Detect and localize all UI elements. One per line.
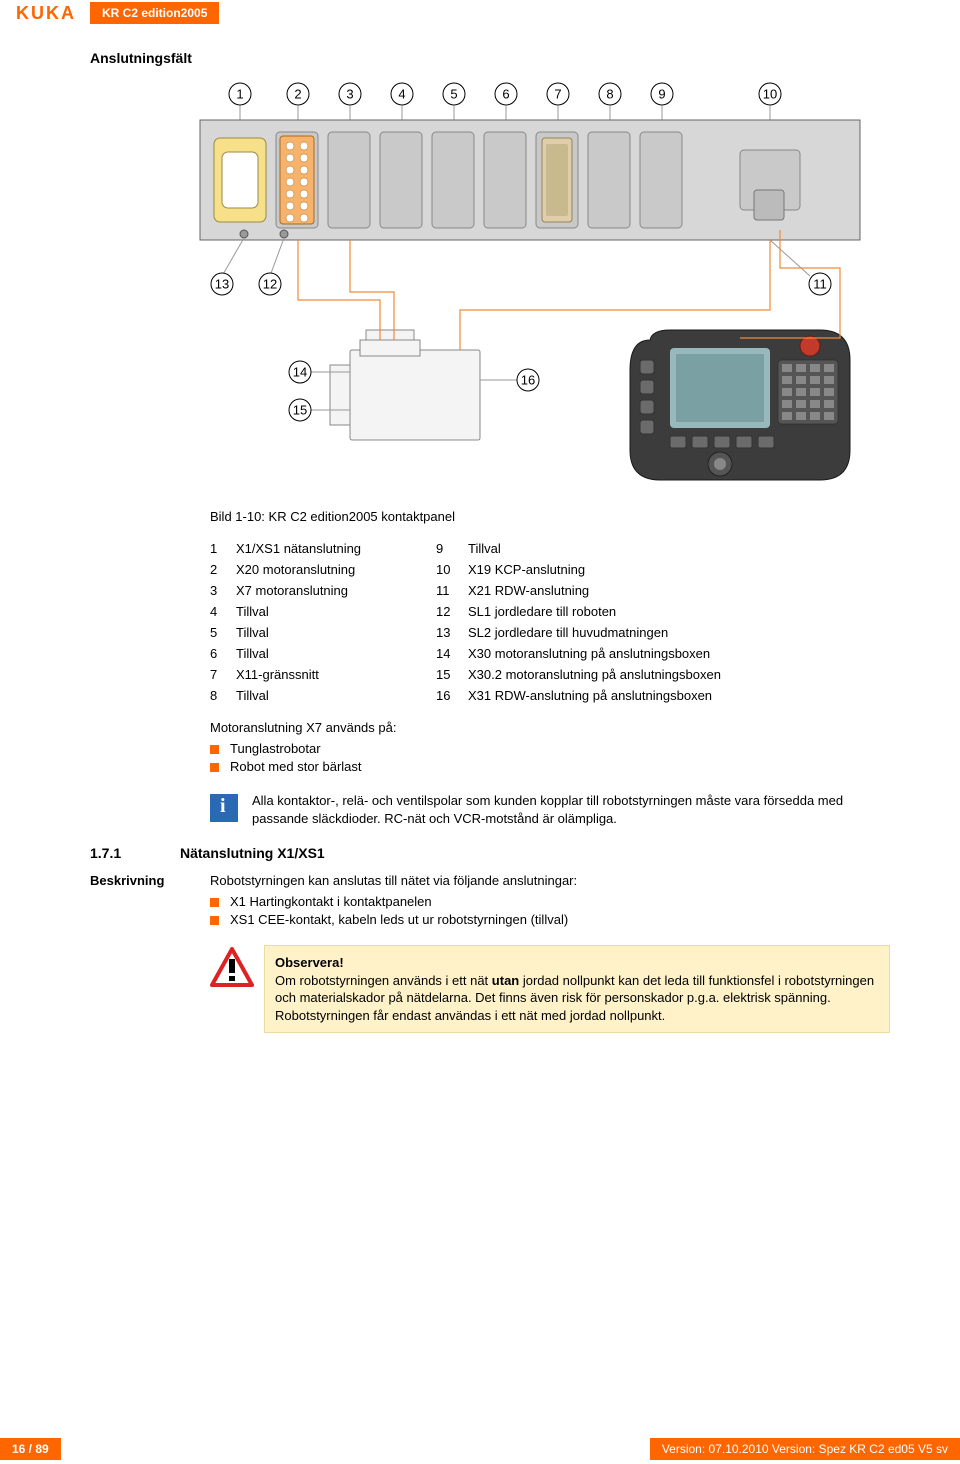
- legend-num-right: 12: [436, 601, 468, 622]
- legend-num-right: 14: [436, 643, 468, 664]
- header-bar: KUKA KR C2 edition2005: [0, 0, 960, 26]
- legend-num-left: 7: [210, 664, 236, 685]
- beskrivning-block: Beskrivning Robotstyrningen kan anslutas…: [90, 873, 890, 888]
- legend-row: 4Tillval12SL1 jordledare till roboten: [210, 601, 850, 622]
- beskrivning-intro: Robotstyrningen kan anslutas till nätet …: [210, 873, 577, 888]
- legend-num-right: 13: [436, 622, 468, 643]
- footer-bar: 16 / 89 Version: 07.10.2010 Version: Spe…: [0, 1438, 960, 1464]
- legend-label-right: X31 RDW-anslutning på anslutningsboxen: [468, 685, 850, 706]
- legend-label-right: SL1 jordledare till roboten: [468, 601, 850, 622]
- callout-9: 9: [658, 87, 665, 102]
- warning-box: Observera! Om robotstyrningen används i …: [210, 945, 890, 1033]
- list-item: XS1 CEE-kontakt, kabeln leds ut ur robot…: [210, 912, 890, 927]
- legend-num-right: 15: [436, 664, 468, 685]
- footer-version: Version: 07.10.2010 Version: Spez KR C2 …: [650, 1438, 960, 1460]
- list-item: Robot med stor bärlast: [210, 759, 890, 774]
- legend-num-left: 3: [210, 580, 236, 601]
- legend-label-left: X11-gränssnitt: [236, 664, 436, 685]
- legend-row: 1X1/XS1 nätanslutning9Tillval: [210, 538, 850, 559]
- legend-label-right: SL2 jordledare till huvudmatningen: [468, 622, 850, 643]
- motor-note: Motoranslutning X7 används på:: [210, 720, 890, 735]
- warning-text: Observera! Om robotstyrningen används i …: [264, 945, 890, 1033]
- subsection-number: 1.7.1: [90, 845, 180, 861]
- callout-10: 10: [763, 87, 777, 102]
- beskrivning-bullets: X1 Hartingkontakt i kontaktpanelen XS1 CE…: [210, 894, 890, 927]
- legend-label-left: X7 motoranslutning: [236, 580, 436, 601]
- legend-label-right: Tillval: [468, 538, 850, 559]
- info-icon: [210, 794, 238, 822]
- callout-4: 4: [398, 87, 405, 102]
- motor-bullets: Tunglastrobotar Robot med stor bärlast: [210, 741, 890, 774]
- legend-num-left: 8: [210, 685, 236, 706]
- figure-caption: Bild 1-10: KR C2 edition2005 kontaktpane…: [210, 509, 890, 524]
- callout-12: 12: [263, 277, 277, 292]
- legend-num-left: 2: [210, 559, 236, 580]
- legend-num-left: 6: [210, 643, 236, 664]
- legend-label-left: Tillval: [236, 685, 436, 706]
- legend-row: 5Tillval13SL2 jordledare till huvudmatni…: [210, 622, 850, 643]
- legend-label-left: Tillval: [236, 622, 436, 643]
- legend-num-right: 16: [436, 685, 468, 706]
- legend-row: 8Tillval16X31 RDW-anslutning på anslutni…: [210, 685, 850, 706]
- list-item: Tunglastrobotar: [210, 741, 890, 756]
- list-item: X1 Hartingkontakt i kontaktpanelen: [210, 894, 890, 909]
- legend-num-right: 11: [436, 580, 468, 601]
- beskrivning-label: Beskrivning: [90, 873, 210, 888]
- info-box: Alla kontaktor-, relä- och ventilspolar …: [210, 792, 890, 827]
- warning-text-before: Om robotstyrningen används i ett nät: [275, 973, 492, 988]
- callout-11: 11: [813, 277, 827, 292]
- callout-1: 1: [236, 87, 243, 102]
- page-number: 16 / 89: [0, 1438, 61, 1460]
- legend-row: 7X11-gränssnitt15X30.2 motoranslutning p…: [210, 664, 850, 685]
- legend-label-right: X30 motoranslutning på anslutningsboxen: [468, 643, 850, 664]
- section-title: Anslutningsfält: [90, 50, 890, 66]
- callout-15: 15: [293, 403, 307, 418]
- warning-icon: [210, 947, 254, 987]
- legend-row: 6Tillval14X30 motoranslutning på anslutn…: [210, 643, 850, 664]
- legend-num-right: 9: [436, 538, 468, 559]
- callout-13: 13: [215, 277, 229, 292]
- callout-7: 7: [554, 87, 561, 102]
- callout-2: 2: [294, 87, 301, 102]
- legend-num-left: 1: [210, 538, 236, 559]
- callout-16: 16: [521, 373, 535, 388]
- connection-panel-figure: 12345678910: [180, 80, 960, 503]
- callout-14: 14: [293, 365, 307, 380]
- legend-label-left: X1/XS1 nätanslutning: [236, 538, 436, 559]
- legend-num-right: 10: [436, 559, 468, 580]
- subsection-heading: 1.7.1 Nätanslutning X1/XS1: [90, 845, 890, 861]
- legend-label-right: X19 KCP-anslutning: [468, 559, 850, 580]
- kuka-logo: KUKA: [0, 0, 90, 26]
- legend-label-left: Tillval: [236, 643, 436, 664]
- legend-label-left: X20 motoranslutning: [236, 559, 436, 580]
- warning-title: Observera!: [275, 955, 344, 970]
- callout-8: 8: [606, 87, 613, 102]
- legend-num-left: 4: [210, 601, 236, 622]
- info-text: Alla kontaktor-, relä- och ventilspolar …: [252, 792, 890, 827]
- legend-label-right: X21 RDW-anslutning: [468, 580, 850, 601]
- legend-label-right: X30.2 motoranslutning på anslutningsboxe…: [468, 664, 850, 685]
- subsection-title: Nätanslutning X1/XS1: [180, 845, 325, 861]
- legend-row: 3X7 motoranslutning11X21 RDW-anslutning: [210, 580, 850, 601]
- callout-5: 5: [450, 87, 457, 102]
- legend-label-left: Tillval: [236, 601, 436, 622]
- legend-num-left: 5: [210, 622, 236, 643]
- callout-3: 3: [346, 87, 353, 102]
- warning-bold: utan: [492, 973, 519, 988]
- callout-6: 6: [502, 87, 509, 102]
- legend-row: 2X20 motoranslutning10X19 KCP-anslutning: [210, 559, 850, 580]
- legend-table: 1X1/XS1 nätanslutning9Tillval2X20 motora…: [210, 538, 850, 706]
- doc-title-bar: KR C2 edition2005: [90, 2, 219, 24]
